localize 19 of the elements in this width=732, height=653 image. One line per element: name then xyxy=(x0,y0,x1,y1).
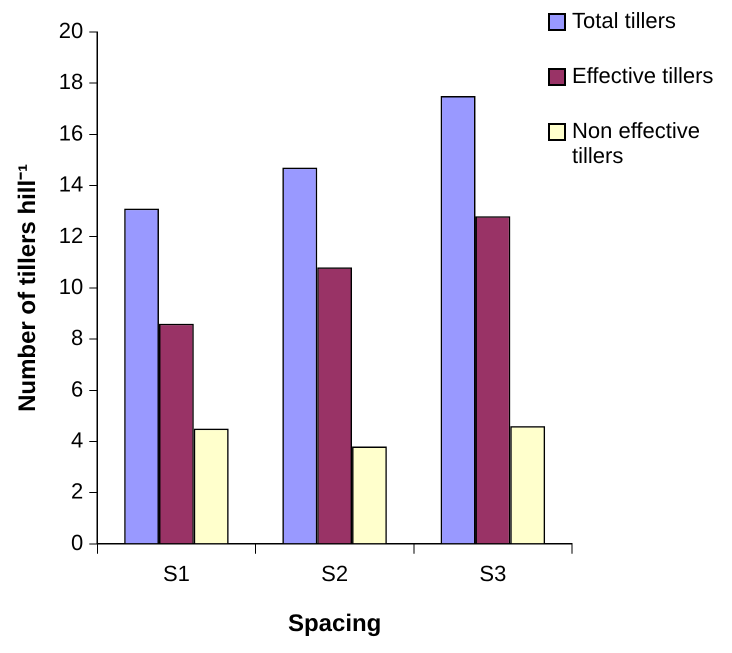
legend-label: Effective tillers xyxy=(572,63,714,88)
y-tick-label: 6 xyxy=(71,376,84,402)
y-tick-label: 2 xyxy=(71,478,84,504)
y-tick-label: 8 xyxy=(71,325,84,350)
y-tick-label: 4 xyxy=(71,428,84,453)
y-tick-label: 10 xyxy=(58,274,84,299)
x-tick-label: S3 xyxy=(479,561,506,586)
y-axis-title: Number of tillers hill⁻¹ xyxy=(14,164,42,412)
x-axis-title: Spacing xyxy=(288,610,382,638)
y-tick-label: 16 xyxy=(58,120,84,146)
y-tick-label: 0 xyxy=(71,530,84,555)
x-tick-label: S2 xyxy=(321,561,348,586)
legend-label: Total tillers xyxy=(572,8,676,33)
legend-label: Non effective tillers xyxy=(572,118,702,168)
y-tick-label: 14 xyxy=(58,172,84,197)
y-tick-label: 12 xyxy=(58,222,84,248)
y-tick-label: 18 xyxy=(58,69,84,94)
x-tick-label: S1 xyxy=(162,561,190,586)
y-tick-label: 20 xyxy=(58,18,84,44)
